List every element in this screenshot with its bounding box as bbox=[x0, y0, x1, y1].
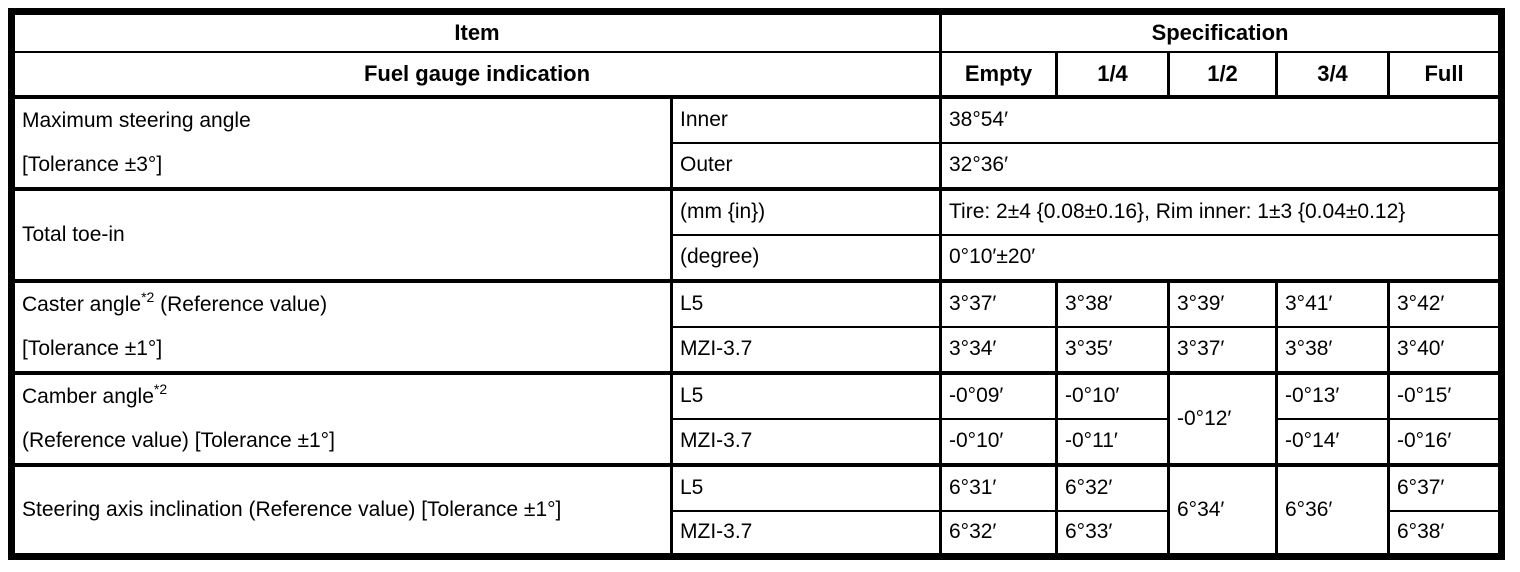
caster-reference-text: (Reference value) bbox=[154, 292, 328, 316]
item-camber-angle-line1: Camber angle*2 bbox=[22, 382, 666, 409]
max-steering-outer-value: 32°36′ bbox=[938, 141, 1504, 190]
header-level-full: Full bbox=[1386, 50, 1504, 98]
toe-in-degree-value: 0°10′±20′ bbox=[938, 233, 1504, 282]
sub-item-caster-mzi: MZI-3.7 bbox=[670, 325, 942, 374]
sub-item-degree: (degree) bbox=[670, 233, 942, 282]
header-level-quarter: 1/4 bbox=[1055, 50, 1170, 98]
camber-l5-three-quarter-value: -0°13′ bbox=[1275, 370, 1390, 420]
item-camber-angle-line2: (Reference value) [Tolerance ±1°] bbox=[22, 428, 335, 452]
item-total-toe-in: Total toe-in bbox=[10, 186, 673, 282]
header-level-half: 1/2 bbox=[1167, 50, 1278, 98]
sub-item-mm-in: (mm {in}) bbox=[670, 186, 942, 236]
camber-mzi-empty-value: -0°10′ bbox=[939, 417, 1058, 466]
caster-mzi-empty-value: 3°34′ bbox=[939, 325, 1058, 374]
camber-angle-text: Camber angle bbox=[22, 384, 154, 408]
sai-three-quarter-merged-value: 6°36′ bbox=[1275, 462, 1390, 558]
caster-l5-empty-value: 3°37′ bbox=[939, 278, 1058, 328]
camber-l5-full-value: -0°15′ bbox=[1386, 370, 1504, 420]
sai-l5-full-value: 6°37′ bbox=[1386, 462, 1504, 512]
caster-angle-text: Caster angle bbox=[22, 292, 142, 316]
item-caster-angle-line1: Caster angle*2 (Reference value) bbox=[22, 290, 666, 317]
sai-half-merged-value: 6°34′ bbox=[1167, 462, 1278, 558]
header-fuel-gauge-indication: Fuel gauge indication bbox=[10, 50, 942, 98]
camber-l5-empty-value: -0°09′ bbox=[939, 370, 1058, 420]
sub-item-inner: Inner bbox=[670, 94, 942, 144]
caster-l5-half-value: 3°39′ bbox=[1167, 278, 1278, 328]
camber-mzi-quarter-value: -0°11′ bbox=[1055, 417, 1170, 466]
max-steering-inner-value: 38°54′ bbox=[938, 94, 1504, 144]
caster-mzi-half-value: 3°37′ bbox=[1167, 325, 1278, 374]
header-specification: Specification bbox=[938, 10, 1504, 53]
item-camber-angle: Camber angle*2 (Reference value) [Tolera… bbox=[10, 370, 673, 466]
caster-mzi-three-quarter-value: 3°38′ bbox=[1275, 325, 1390, 374]
item-maximum-steering-angle-line2: [Tolerance ±3°] bbox=[22, 152, 163, 176]
sai-l5-empty-value: 6°31′ bbox=[939, 462, 1058, 512]
sub-item-sai-mzi: MZI-3.7 bbox=[670, 509, 942, 558]
specification-table: Item Specification Fuel gauge indication… bbox=[8, 8, 1506, 560]
caster-l5-three-quarter-value: 3°41′ bbox=[1275, 278, 1390, 328]
item-maximum-steering-angle-line1: Maximum steering angle bbox=[22, 108, 251, 132]
sub-item-caster-l5: L5 bbox=[670, 278, 942, 328]
toe-in-mm-value: Tire: 2±4 {0.08±0.16}, Rim inner: 1±3 {0… bbox=[938, 186, 1504, 236]
sai-mzi-empty-value: 6°32′ bbox=[939, 509, 1058, 558]
sub-item-camber-mzi: MZI-3.7 bbox=[670, 417, 942, 466]
item-steering-axis-inclination: Steering axis inclination (Reference val… bbox=[10, 462, 673, 558]
item-caster-angle: Caster angle*2 (Reference value) [Tolera… bbox=[10, 278, 673, 374]
caster-footnote-marker: *2 bbox=[141, 288, 155, 305]
header-level-three-quarter: 3/4 bbox=[1275, 50, 1390, 98]
caster-mzi-quarter-value: 3°35′ bbox=[1055, 325, 1170, 374]
caster-mzi-full-value: 3°40′ bbox=[1386, 325, 1504, 374]
item-maximum-steering-angle: Maximum steering angle [Tolerance ±3°] bbox=[10, 94, 673, 190]
sub-item-camber-l5: L5 bbox=[670, 370, 942, 420]
camber-footnote-marker: *2 bbox=[153, 380, 168, 397]
camber-mzi-full-value: -0°16′ bbox=[1386, 417, 1504, 466]
caster-l5-quarter-value: 3°38′ bbox=[1055, 278, 1170, 328]
header-level-empty: Empty bbox=[939, 50, 1058, 98]
sub-item-outer: Outer bbox=[670, 141, 942, 190]
caster-l5-full-value: 3°42′ bbox=[1386, 278, 1504, 328]
header-item: Item bbox=[10, 10, 942, 53]
camber-mzi-three-quarter-value: -0°14′ bbox=[1275, 417, 1390, 466]
camber-l5-quarter-value: -0°10′ bbox=[1055, 370, 1170, 420]
sai-l5-quarter-value: 6°32′ bbox=[1055, 462, 1170, 512]
sai-mzi-quarter-value: 6°33′ bbox=[1055, 509, 1170, 558]
item-caster-angle-line2: [Tolerance ±1°] bbox=[22, 336, 163, 360]
sai-mzi-full-value: 6°38′ bbox=[1386, 509, 1504, 558]
sub-item-sai-l5: L5 bbox=[670, 462, 942, 512]
camber-half-merged-value: -0°12′ bbox=[1167, 370, 1278, 466]
